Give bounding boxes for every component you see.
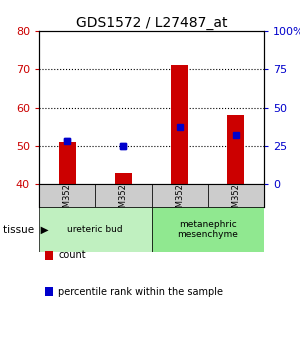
Bar xyxy=(171,66,188,184)
Text: percentile rank within the sample: percentile rank within the sample xyxy=(58,287,224,296)
Bar xyxy=(39,184,95,207)
Bar xyxy=(115,172,132,184)
Text: ureteric bud: ureteric bud xyxy=(68,225,123,234)
Text: metanephric
mesenchyme: metanephric mesenchyme xyxy=(177,220,238,239)
Text: GSM35282: GSM35282 xyxy=(119,173,128,218)
Bar xyxy=(152,207,264,252)
Bar xyxy=(115,172,132,184)
Bar xyxy=(208,184,264,207)
Bar xyxy=(152,184,208,207)
Text: GSM35284: GSM35284 xyxy=(231,173,240,218)
Bar xyxy=(227,115,244,184)
Bar xyxy=(59,142,76,184)
Text: GSM35284: GSM35284 xyxy=(231,173,240,218)
Bar xyxy=(152,184,208,207)
Bar xyxy=(39,207,152,252)
Bar xyxy=(39,184,264,207)
Text: GSM35281: GSM35281 xyxy=(63,173,72,218)
Bar xyxy=(208,184,264,207)
Text: count: count xyxy=(58,250,86,260)
Bar xyxy=(59,142,76,184)
Bar xyxy=(39,184,95,207)
Text: GSM35281: GSM35281 xyxy=(63,173,72,218)
Bar xyxy=(95,184,152,207)
Bar xyxy=(227,115,244,184)
Title: GDS1572 / L27487_at: GDS1572 / L27487_at xyxy=(76,16,227,30)
Text: GSM35283: GSM35283 xyxy=(175,173,184,218)
Text: GSM35283: GSM35283 xyxy=(175,173,184,218)
Bar xyxy=(95,184,152,207)
Bar xyxy=(171,66,188,184)
Text: GSM35282: GSM35282 xyxy=(119,173,128,218)
Text: tissue  ▶: tissue ▶ xyxy=(3,225,49,234)
